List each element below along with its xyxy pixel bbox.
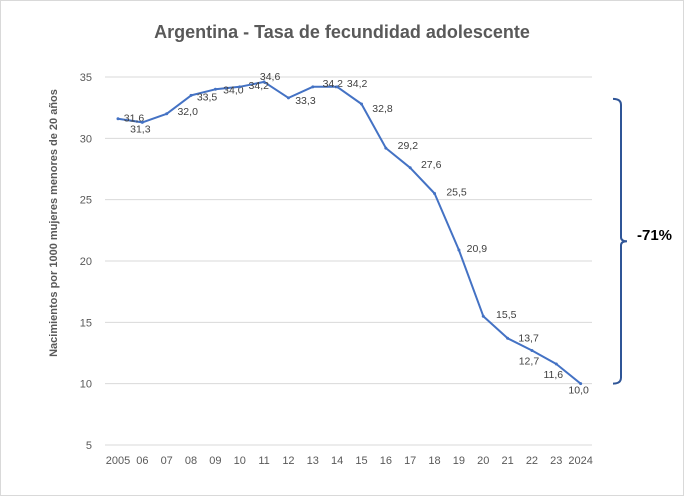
x-tick-label: 22	[526, 455, 538, 467]
data-label: 31,3	[130, 123, 151, 135]
data-label: 34,6	[260, 71, 281, 83]
data-label: 25,5	[446, 187, 467, 199]
data-point	[116, 117, 120, 121]
data-label: 15,5	[496, 309, 517, 321]
x-tick-label: 20	[477, 455, 489, 467]
x-tick-label: 18	[428, 455, 440, 467]
data-point	[213, 87, 217, 91]
data-point	[530, 349, 534, 353]
data-label: 34,2	[347, 78, 368, 90]
y-tick-label: 30	[80, 133, 92, 145]
x-tick-label: 08	[185, 455, 197, 467]
data-point	[384, 146, 388, 150]
data-point	[311, 85, 315, 89]
data-point	[433, 192, 437, 196]
data-point	[286, 96, 290, 100]
x-tick-label: 06	[136, 455, 148, 467]
data-label: 10,0	[568, 385, 589, 397]
series-line	[117, 80, 582, 385]
x-tick-label: 15	[355, 455, 367, 467]
data-point	[579, 382, 583, 386]
x-tick-label: 07	[161, 455, 173, 467]
data-label: 29,2	[398, 140, 419, 152]
x-tick-label: 09	[209, 455, 221, 467]
x-tick-label: 13	[307, 455, 319, 467]
data-point	[554, 362, 558, 366]
x-tick-label: 11	[258, 455, 269, 467]
x-tick-label: 23	[550, 455, 562, 467]
data-label: 33,5	[197, 91, 218, 103]
x-tick-label: 2005	[106, 455, 130, 467]
data-label: 27,6	[421, 159, 442, 171]
data-point	[360, 102, 363, 106]
y-tick-label: 15	[80, 317, 92, 329]
data-label: 11,6	[543, 369, 563, 381]
y-tick-label: 10	[80, 379, 92, 391]
data-point	[238, 85, 242, 89]
data-label: 31,6	[124, 113, 145, 125]
x-tick-label: 21	[501, 455, 513, 467]
x-tick-label: 14	[331, 455, 343, 467]
data-point	[408, 166, 412, 170]
data-label: 32,0	[177, 106, 198, 118]
x-tick-label: 17	[404, 455, 416, 467]
data-point	[457, 248, 461, 252]
x-tick-label: 16	[380, 455, 392, 467]
change-annotation: -71%	[637, 227, 673, 244]
data-point	[262, 80, 266, 84]
data-point	[140, 120, 144, 124]
x-tick-label: 2024	[568, 455, 592, 467]
data-label: 32,8	[372, 103, 393, 115]
data-label: 13,7	[518, 332, 539, 344]
change-bracket	[612, 97, 628, 385]
data-point	[189, 93, 193, 97]
chart-title: Argentina - Tasa de fecundidad adolescen…	[154, 22, 530, 42]
data-label: 33,3	[295, 95, 316, 107]
x-tick-label: 10	[234, 455, 246, 467]
y-tick-label: 20	[80, 256, 92, 268]
data-label: 20,9	[467, 243, 488, 255]
data-point	[335, 85, 339, 89]
x-tick-label: 12	[282, 455, 294, 467]
data-point	[165, 112, 169, 116]
data-point	[506, 336, 510, 340]
data-point	[481, 314, 485, 318]
y-tick-label: 35	[80, 72, 92, 84]
data-label: 12,7	[519, 356, 540, 368]
y-tick-label: 5	[86, 440, 92, 452]
x-tick-label: 19	[453, 455, 465, 467]
y-tick-label: 25	[80, 195, 92, 207]
data-label: 34,2	[323, 78, 344, 90]
